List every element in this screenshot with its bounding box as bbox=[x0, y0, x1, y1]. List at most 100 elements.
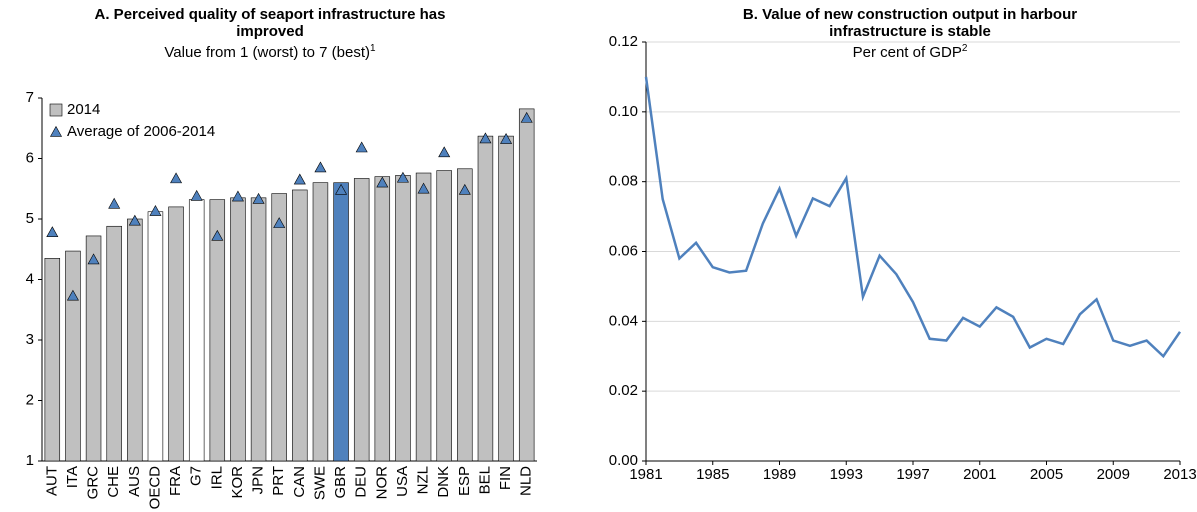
legend-swatch bbox=[49, 103, 63, 117]
legend-label: Average of 2006-2014 bbox=[67, 123, 215, 140]
y-tick-label: 0.06 bbox=[609, 242, 638, 259]
bar bbox=[457, 168, 473, 462]
x-tick-label: ITA bbox=[64, 466, 81, 488]
bar bbox=[353, 178, 370, 462]
x-tick-label: PRT bbox=[270, 466, 287, 496]
average-marker bbox=[520, 111, 533, 123]
x-tick-label: CAN bbox=[291, 466, 308, 498]
x-tick-label: BEL bbox=[476, 466, 493, 494]
average-marker bbox=[273, 217, 286, 228]
bar bbox=[230, 197, 246, 462]
x-tick-label: 2001 bbox=[963, 466, 996, 483]
bar bbox=[271, 193, 287, 462]
x-tick-label: NOR bbox=[373, 466, 390, 500]
x-tick-label: 2005 bbox=[1030, 466, 1063, 483]
x-tick-label: 1993 bbox=[830, 466, 863, 483]
bar bbox=[127, 218, 143, 462]
average-marker bbox=[417, 182, 430, 194]
average-marker bbox=[149, 205, 162, 216]
average-marker bbox=[108, 197, 121, 209]
x-tick-label: 1981 bbox=[629, 466, 662, 483]
average-marker bbox=[190, 189, 203, 201]
x-tick-label: DNK bbox=[435, 466, 452, 498]
subtitle-text: Per cent of GDP bbox=[852, 44, 962, 61]
chart-title: B. Value of new construction output in h… bbox=[742, 6, 1078, 40]
x-tick-label: NLD bbox=[518, 466, 535, 496]
average-marker bbox=[87, 253, 100, 265]
average-marker bbox=[211, 229, 224, 241]
bar bbox=[498, 135, 514, 462]
y-tick-label: 0.00 bbox=[609, 452, 638, 469]
x-tick-label: CHE bbox=[105, 466, 122, 498]
x-tick-label: IRL bbox=[208, 466, 225, 489]
chart-subtitle: Per cent of GDP2 bbox=[720, 40, 1100, 61]
y-tick-label: 3 bbox=[26, 331, 34, 348]
bar bbox=[436, 170, 452, 462]
footnote-mark: 2 bbox=[961, 43, 968, 54]
legend-marker bbox=[49, 125, 63, 137]
bar bbox=[65, 250, 81, 462]
x-tick-label: AUT bbox=[43, 466, 60, 496]
average-marker bbox=[46, 226, 59, 238]
x-tick-label: 1989 bbox=[763, 466, 796, 483]
bar bbox=[312, 182, 329, 462]
average-marker bbox=[396, 171, 409, 183]
average-marker bbox=[500, 133, 513, 144]
average-marker bbox=[128, 214, 141, 226]
x-tick-label: JPN bbox=[250, 466, 267, 494]
y-tick-label: 7 bbox=[26, 89, 34, 106]
subtitle-text: Value from 1 (worst) to 7 (best) bbox=[164, 44, 371, 61]
average-marker bbox=[314, 161, 327, 173]
average-marker bbox=[252, 192, 265, 204]
average-marker bbox=[293, 173, 306, 185]
panel-a-header: A. Perceived quality of seaport infrastr… bbox=[80, 6, 460, 61]
chart-title: A. Perceived quality of seaport infrastr… bbox=[94, 6, 446, 40]
average-marker bbox=[376, 176, 389, 188]
x-tick-label: G7 bbox=[188, 466, 205, 486]
x-tick-label: 1985 bbox=[696, 466, 729, 483]
x-tick-label: SWE bbox=[311, 466, 328, 500]
y-tick-label: 0.08 bbox=[609, 173, 638, 190]
x-tick-label: OECD bbox=[146, 466, 163, 510]
average-marker bbox=[458, 183, 471, 195]
y-tick-label: 1 bbox=[26, 452, 34, 469]
bar bbox=[44, 258, 61, 462]
x-tick-label: 2009 bbox=[1097, 466, 1130, 483]
bar bbox=[106, 225, 122, 462]
bar bbox=[168, 206, 184, 462]
y-tick-label: 6 bbox=[26, 149, 34, 166]
x-tick-label: FIN bbox=[497, 466, 514, 490]
bar bbox=[209, 199, 226, 462]
x-tick-label: ESP bbox=[456, 466, 473, 496]
panel-b-header: B. Value of new construction output in h… bbox=[720, 6, 1100, 61]
x-tick-label: 2013 bbox=[1163, 466, 1196, 483]
x-tick-label: GRC bbox=[85, 466, 102, 500]
x-tick-label: KOR bbox=[229, 466, 246, 499]
average-marker bbox=[66, 289, 79, 301]
bar bbox=[188, 199, 205, 462]
x-tick-label: NZL bbox=[415, 466, 432, 494]
bar bbox=[374, 176, 391, 462]
bar bbox=[395, 175, 411, 462]
x-tick-label: DEU bbox=[353, 466, 370, 498]
y-tick-label: 0.10 bbox=[609, 103, 638, 120]
x-tick-label: GBR bbox=[332, 466, 349, 499]
average-marker bbox=[479, 132, 492, 144]
y-tick-label: 0.02 bbox=[609, 382, 638, 399]
chart-subtitle: Value from 1 (worst) to 7 (best)1 bbox=[80, 40, 460, 61]
bar bbox=[518, 108, 535, 462]
y-tick-label: 0.04 bbox=[609, 312, 638, 329]
bar bbox=[250, 197, 267, 462]
average-marker bbox=[438, 146, 451, 158]
bar bbox=[477, 135, 494, 462]
line bbox=[644, 76, 1182, 359]
footnote-mark: 1 bbox=[370, 43, 376, 54]
x-tick-label: FRA bbox=[167, 466, 184, 496]
bar bbox=[85, 235, 102, 462]
average-marker bbox=[355, 141, 368, 153]
x-tick-label: AUS bbox=[126, 466, 143, 497]
bar bbox=[147, 211, 164, 462]
legend-label: 2014 bbox=[67, 101, 100, 118]
